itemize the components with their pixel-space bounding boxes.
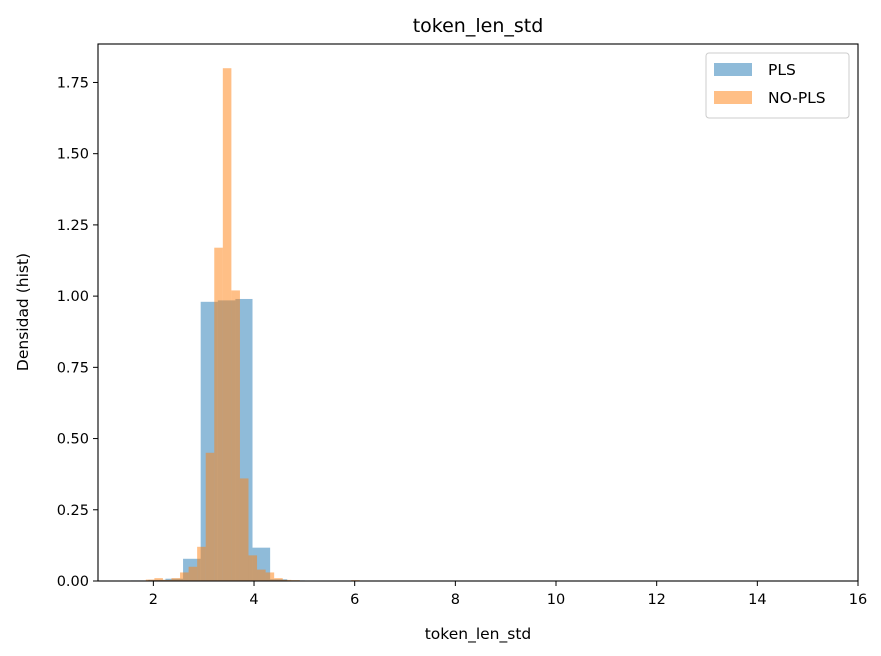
- bar-no-pls-7: [205, 452, 215, 581]
- bar-no-pls-5: [188, 566, 198, 581]
- y-tick-label: 1.75: [57, 75, 89, 91]
- bar-no-pls-15: [274, 578, 283, 581]
- x-tick-label: 16: [849, 592, 867, 608]
- chart-title: token_len_std: [413, 15, 544, 37]
- plot-frame: [97, 43, 859, 582]
- bar-no-pls-1: [154, 578, 163, 581]
- bar-no-pls-0: [145, 579, 155, 581]
- bar-no-pls-12: [248, 555, 258, 581]
- bar-no-pls-8: [214, 247, 223, 581]
- x-tick-label: 14: [748, 592, 766, 608]
- bar-no-pls-11: [239, 478, 249, 581]
- bar-no-pls-16: [282, 579, 292, 581]
- bar-no-pls-10: [231, 290, 240, 581]
- bar-no-pls-4: [180, 572, 189, 581]
- bar-no-pls-2: [162, 579, 172, 581]
- y-tick-label: 1.00: [57, 289, 89, 305]
- y-tick-label: 1.25: [57, 218, 89, 234]
- x-tick-label: 4: [249, 592, 258, 608]
- x-axis-label: token_len_std: [425, 625, 532, 644]
- axes-group: 2 4 6 8 10 12 14 16 0.00 0.25 0.50 0.75 1.00 1.25 1.50…: [57, 43, 867, 608]
- y-tick-label: 0.50: [57, 432, 89, 448]
- y-tick-label: 0.75: [57, 360, 89, 376]
- bars-group: [130, 68, 375, 581]
- x-tick-label: 6: [350, 592, 359, 608]
- legend-swatch-pls: [714, 63, 752, 76]
- y-axis-label: Densidad (hist): [14, 253, 32, 371]
- x-tick-label: 12: [647, 592, 665, 608]
- bar-no-pls-3: [171, 578, 181, 581]
- legend-swatch-no-pls: [714, 91, 752, 104]
- x-tick-label: 2: [149, 592, 158, 608]
- bar-no-pls-6: [197, 546, 206, 581]
- x-tick-label: 10: [547, 592, 565, 608]
- legend-label-no-pls: NO-PLS: [768, 89, 826, 107]
- legend: PLS NO-PLS: [705, 52, 850, 119]
- legend-label-pls: PLS: [768, 61, 796, 79]
- bar-no-pls-14: [265, 572, 275, 581]
- x-tick-label: 8: [451, 592, 460, 608]
- bar-no-pls-9: [222, 68, 232, 581]
- bar-no-pls-13: [257, 569, 266, 581]
- y-tick-label: 0.00: [57, 574, 89, 590]
- y-tick-label: 1.50: [57, 147, 89, 163]
- y-tick-label: 0.25: [57, 503, 89, 519]
